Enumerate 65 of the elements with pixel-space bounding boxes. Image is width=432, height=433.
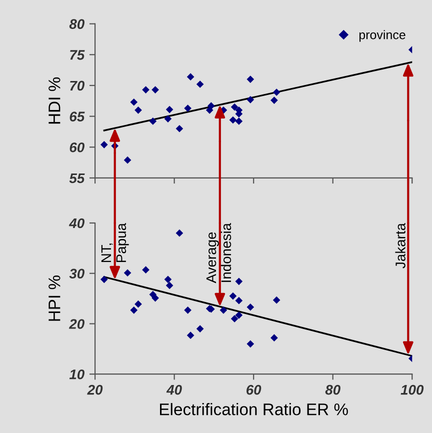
point	[270, 334, 278, 342]
point	[166, 106, 174, 114]
point	[176, 229, 184, 237]
point	[246, 76, 254, 83]
point	[246, 96, 254, 104]
y-tick-label: 10	[69, 369, 84, 380]
point	[184, 104, 192, 112]
y-tick-label: 65	[70, 112, 85, 122]
legend-label: province	[359, 30, 406, 42]
point	[186, 73, 194, 81]
point	[166, 282, 174, 290]
point	[100, 276, 108, 284]
point	[130, 98, 138, 106]
point	[186, 332, 194, 339]
y-tick-label: 75	[70, 50, 85, 60]
point	[220, 306, 228, 314]
point	[272, 296, 280, 304]
point	[229, 116, 237, 124]
x-tick-label: 20	[87, 384, 103, 395]
point	[100, 140, 108, 148]
point	[235, 296, 243, 304]
point	[272, 88, 280, 96]
point	[208, 102, 215, 110]
y-tick-label: 20	[68, 319, 84, 329]
point	[235, 312, 243, 319]
point	[270, 96, 278, 104]
y-tick-label: 40	[68, 218, 84, 228]
point	[246, 340, 254, 348]
point	[196, 80, 204, 88]
x-tick-label: 60	[246, 384, 262, 395]
x-tick-label: 40	[166, 384, 182, 395]
point	[230, 103, 238, 111]
point	[142, 86, 150, 94]
point	[142, 266, 150, 274]
x-axis-title: Electrification Ratio ER %	[160, 403, 348, 416]
annotation: Jakarta	[395, 222, 406, 268]
point	[130, 306, 138, 314]
annotation: NT, Papua	[101, 222, 129, 262]
point	[124, 269, 132, 277]
y-axis-title: HDI %	[48, 77, 60, 124]
y-tick-label: 70	[70, 80, 84, 91]
point	[152, 294, 159, 302]
point	[164, 276, 172, 284]
point	[230, 315, 238, 322]
x-tick-label: 100	[400, 384, 424, 395]
y-tick-label: 60	[70, 142, 84, 152]
point	[152, 86, 159, 94]
y-tick-label: 30	[69, 268, 84, 279]
point	[164, 115, 172, 122]
point	[229, 292, 237, 300]
point	[235, 118, 243, 125]
point	[134, 106, 142, 114]
y-tick-label: 80	[69, 19, 84, 29]
point	[124, 156, 132, 164]
point	[235, 278, 243, 286]
point	[134, 300, 142, 308]
x-tick-label: 80	[325, 384, 340, 395]
y-axis-title: HPI %	[48, 276, 60, 321]
point	[196, 325, 204, 332]
point	[176, 124, 184, 132]
y-tick-label: 55	[69, 173, 85, 184]
point	[246, 303, 254, 311]
annotation: Average Indonesia	[206, 222, 232, 284]
point	[184, 306, 192, 314]
point	[149, 118, 157, 125]
